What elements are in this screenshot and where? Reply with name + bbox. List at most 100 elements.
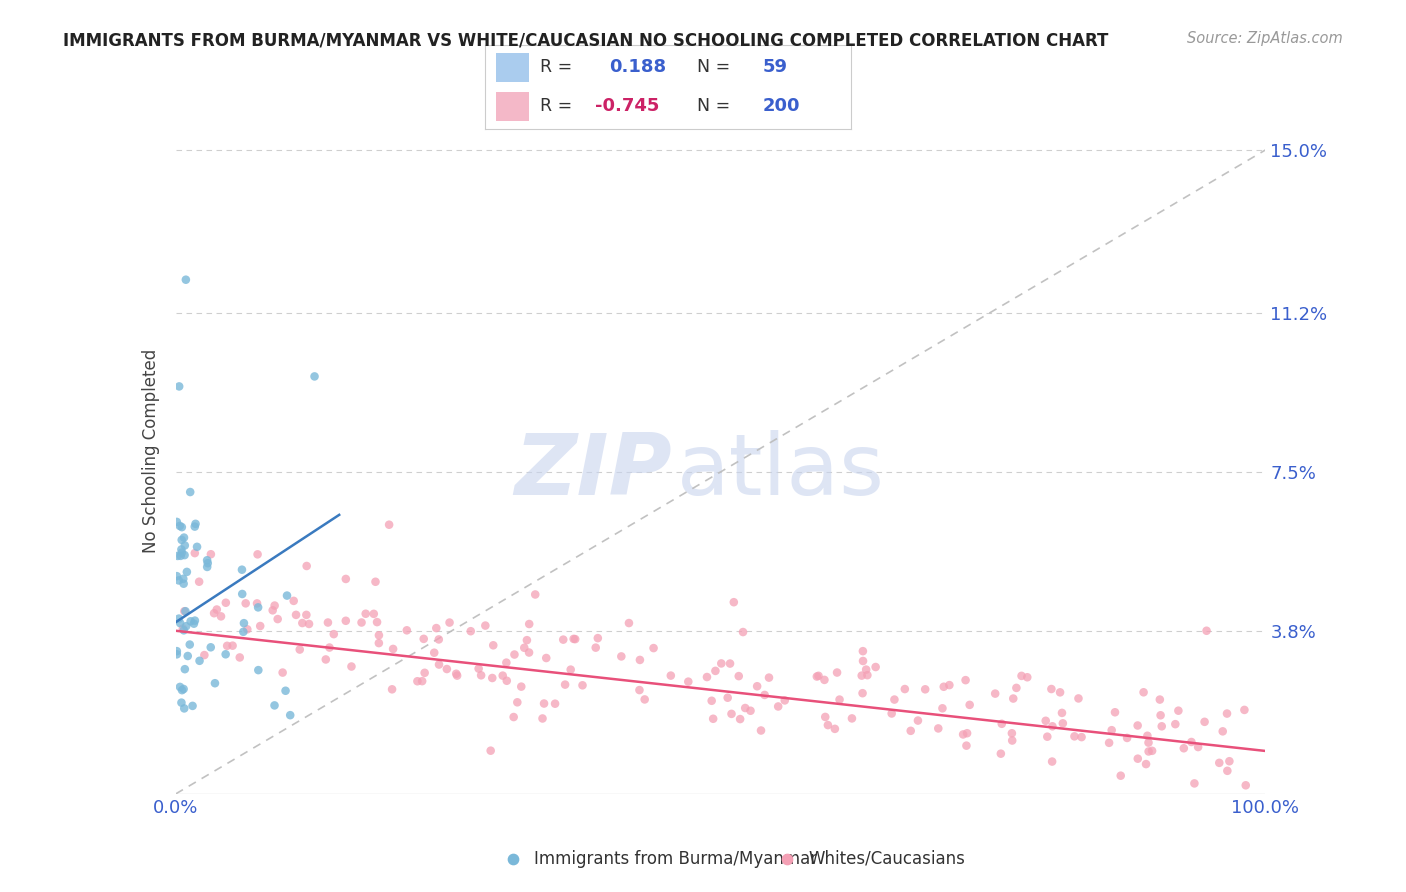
- Point: [952, 727, 974, 741]
- Point: [278, 708, 301, 723]
- Point: [169, 680, 191, 694]
- Point: [188, 574, 211, 589]
- Point: [544, 697, 567, 711]
- Point: [340, 659, 363, 673]
- Point: [1233, 703, 1256, 717]
- Point: [335, 572, 357, 586]
- Point: [378, 517, 401, 532]
- Point: [1149, 708, 1171, 723]
- Point: [1149, 692, 1171, 706]
- Point: [1063, 730, 1085, 744]
- Point: [169, 616, 191, 631]
- Point: [728, 712, 751, 726]
- Point: [1036, 730, 1059, 744]
- Point: [174, 273, 197, 287]
- Point: [817, 718, 839, 732]
- Point: [1194, 714, 1216, 729]
- Point: [479, 744, 502, 758]
- Point: [907, 714, 929, 728]
- Point: [617, 615, 640, 630]
- Point: [914, 682, 936, 697]
- Point: [246, 596, 269, 610]
- Text: IMMIGRANTS FROM BURMA/MYANMAR VS WHITE/CAUCASIAN NO SCHOOLING COMPLETED CORRELAT: IMMIGRANTS FROM BURMA/MYANMAR VS WHITE/C…: [63, 31, 1109, 49]
- Point: [718, 657, 741, 671]
- Point: [188, 654, 211, 668]
- Point: [285, 607, 308, 622]
- Point: [169, 519, 191, 533]
- Point: [423, 646, 446, 660]
- Point: [503, 648, 526, 662]
- Point: [381, 682, 404, 697]
- Point: [773, 693, 796, 707]
- Point: [502, 710, 524, 724]
- Point: [754, 688, 776, 702]
- Point: [183, 616, 205, 631]
- Point: [170, 696, 193, 710]
- Point: [167, 574, 190, 588]
- Text: R =: R =: [540, 58, 572, 76]
- Point: [856, 668, 879, 682]
- Point: [406, 674, 429, 689]
- Point: [184, 546, 207, 560]
- Point: [276, 589, 298, 603]
- Point: [263, 599, 285, 613]
- Point: [209, 609, 232, 624]
- Text: Whites/Caucasians: Whites/Caucasians: [808, 849, 966, 868]
- Point: [184, 614, 207, 628]
- Point: [166, 644, 188, 658]
- Point: [354, 607, 377, 621]
- Point: [364, 574, 387, 589]
- Point: [366, 615, 388, 629]
- Point: [283, 594, 305, 608]
- Point: [249, 619, 271, 633]
- Point: [720, 706, 742, 721]
- Point: [172, 622, 194, 636]
- Point: [562, 632, 585, 646]
- Point: [531, 711, 554, 725]
- Point: [231, 563, 253, 577]
- Point: [900, 723, 922, 738]
- Point: [295, 559, 318, 574]
- Point: [990, 716, 1012, 731]
- Point: [246, 547, 269, 561]
- Point: [295, 607, 318, 622]
- Point: [266, 612, 288, 626]
- Point: [166, 569, 188, 583]
- Text: ZIP: ZIP: [515, 430, 672, 513]
- Point: [1116, 731, 1139, 745]
- Point: [298, 616, 321, 631]
- Point: [851, 668, 873, 682]
- Point: [1150, 719, 1173, 733]
- Point: [1132, 685, 1154, 699]
- Point: [236, 623, 259, 637]
- Point: [517, 646, 540, 660]
- Point: [492, 668, 515, 682]
- Point: [727, 669, 749, 683]
- Point: [1136, 729, 1159, 743]
- Point: [536, 651, 558, 665]
- Point: [1017, 670, 1039, 684]
- Point: [446, 668, 468, 682]
- Point: [990, 747, 1012, 761]
- Point: [474, 618, 496, 632]
- Text: N =: N =: [697, 97, 730, 115]
- Point: [179, 638, 201, 652]
- Point: [427, 632, 450, 647]
- Point: [734, 701, 756, 715]
- Point: [232, 616, 254, 631]
- Point: [166, 515, 188, 529]
- Point: [193, 648, 215, 662]
- Point: [176, 565, 198, 579]
- Point: [363, 607, 385, 621]
- Point: [322, 627, 344, 641]
- Point: [467, 662, 489, 676]
- Point: [481, 671, 503, 685]
- Y-axis label: No Schooling Completed: No Schooling Completed: [142, 349, 160, 552]
- Point: [180, 615, 202, 629]
- Point: [502, 851, 524, 865]
- Point: [634, 692, 657, 706]
- Point: [678, 674, 700, 689]
- Point: [828, 692, 851, 706]
- Point: [231, 587, 253, 601]
- Point: [425, 621, 447, 635]
